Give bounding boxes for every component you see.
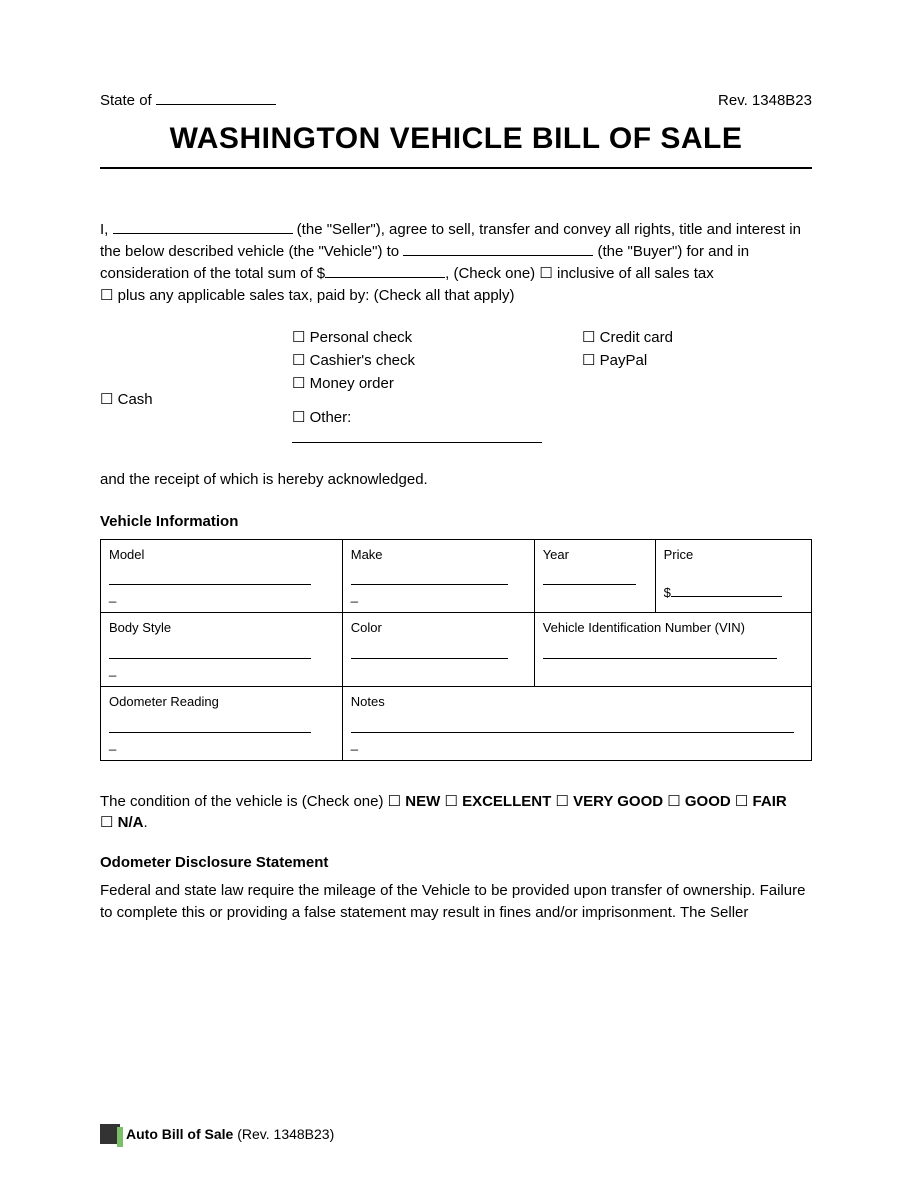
- receipt-line: and the receipt of which is hereby ackno…: [100, 469, 812, 491]
- other-blank[interactable]: [292, 442, 542, 443]
- title-rule: [100, 167, 812, 169]
- pay-cashiers-check: ☐ Cashier's check: [292, 350, 542, 372]
- year-blank[interactable]: [543, 584, 636, 585]
- checkbox-new[interactable]: ☐: [388, 793, 401, 810]
- state-label: State of: [100, 92, 152, 109]
- cond-excellent: EXCELLENT: [462, 793, 551, 810]
- model-dash: _: [109, 587, 334, 606]
- opt-plus-label: plus any applicable sales tax, paid by: …: [118, 287, 515, 304]
- checkbox-excellent[interactable]: ☐: [444, 793, 457, 810]
- checkbox-money-order[interactable]: ☐: [292, 375, 305, 392]
- notes-blank[interactable]: [351, 732, 794, 733]
- color-label: Color: [351, 619, 526, 638]
- cell-body-style[interactable]: Body Style _: [101, 613, 343, 687]
- make-label: Make: [351, 546, 526, 565]
- year-label: Year: [543, 546, 647, 565]
- cond-fair: FAIR: [753, 793, 787, 810]
- intro-text-1: I,: [100, 221, 113, 238]
- sum-blank[interactable]: [325, 277, 445, 278]
- body-style-label: Body Style: [109, 619, 334, 638]
- footer-rev: (Rev. 1348B23): [233, 1126, 334, 1142]
- checkbox-good[interactable]: ☐: [667, 793, 680, 810]
- odometer-label: Odometer Reading: [109, 693, 334, 712]
- checkbox-plus-tax[interactable]: ☐: [100, 287, 113, 304]
- checkbox-paypal[interactable]: ☐: [582, 352, 595, 369]
- make-blank[interactable]: [351, 584, 508, 585]
- cashiers-check-label: Cashier's check: [310, 352, 415, 369]
- pay-paypal: ☐ PayPal: [582, 350, 772, 372]
- odometer-text: Federal and state law require the mileag…: [100, 880, 812, 924]
- body-style-blank[interactable]: [109, 658, 311, 659]
- other-label: Other:: [310, 409, 352, 426]
- payment-options: ☐ Cash ☐ Personal check ☐ Cashier's chec…: [100, 326, 812, 451]
- pay-money-order: ☐ Money order: [292, 373, 542, 395]
- cell-year[interactable]: Year: [534, 539, 655, 613]
- pay-other: ☐ Other:: [292, 407, 542, 451]
- condition-line: The condition of the vehicle is (Check o…: [100, 791, 812, 835]
- pay-personal-check: ☐ Personal check: [292, 327, 542, 349]
- checkbox-credit-card[interactable]: ☐: [582, 329, 595, 346]
- notes-label: Notes: [351, 693, 803, 712]
- cond-new: NEW: [405, 793, 440, 810]
- cond-na: N/A: [118, 814, 144, 831]
- color-blank[interactable]: [351, 658, 508, 659]
- vehicle-info-heading: Vehicle Information: [100, 511, 812, 533]
- odometer-dash: _: [109, 735, 334, 754]
- price-blank[interactable]: [671, 596, 783, 597]
- vehicle-table: Model _ Make _ Year Price $ Body Style _…: [100, 539, 812, 761]
- state-blank[interactable]: [156, 90, 276, 105]
- opt-inclusive-label: inclusive of all sales tax: [557, 265, 714, 282]
- state-of-label: State of: [100, 90, 276, 112]
- price-label: Price: [664, 546, 803, 565]
- credit-card-label: Credit card: [600, 329, 673, 346]
- buyer-blank[interactable]: [403, 255, 593, 256]
- cell-model[interactable]: Model _: [101, 539, 343, 613]
- make-dash: _: [351, 587, 526, 606]
- personal-check-label: Personal check: [310, 329, 413, 346]
- document-title: WASHINGTON VEHICLE BILL OF SALE: [100, 120, 812, 158]
- model-label: Model: [109, 546, 334, 565]
- cond-good: GOOD: [685, 793, 731, 810]
- page-footer: Auto Bill of Sale (Rev. 1348B23): [100, 1124, 334, 1144]
- seller-blank[interactable]: [113, 233, 293, 234]
- checkbox-na[interactable]: ☐: [100, 814, 113, 831]
- odometer-heading: Odometer Disclosure Statement: [100, 852, 812, 874]
- notes-dash: _: [351, 735, 803, 754]
- vin-label: Vehicle Identification Number (VIN): [543, 619, 803, 638]
- checkbox-very-good[interactable]: ☐: [555, 793, 568, 810]
- document-header: State of Rev. 1348B23: [100, 90, 812, 112]
- checkbox-inclusive[interactable]: ☐: [539, 265, 552, 282]
- cond-very-good: VERY GOOD: [573, 793, 663, 810]
- intro-text-4: , (Check one): [445, 265, 539, 282]
- checkbox-fair[interactable]: ☐: [735, 793, 748, 810]
- condition-prefix: The condition of the vehicle is (Check o…: [100, 793, 388, 810]
- cell-vin[interactable]: Vehicle Identification Number (VIN): [534, 613, 811, 687]
- cash-label: Cash: [118, 391, 153, 408]
- cell-make[interactable]: Make _: [342, 539, 534, 613]
- footer-title: Auto Bill of Sale: [126, 1126, 233, 1142]
- checkbox-cash[interactable]: ☐: [100, 391, 113, 408]
- cell-odometer[interactable]: Odometer Reading _: [101, 686, 343, 760]
- cell-price[interactable]: Price $: [655, 539, 811, 613]
- intro-paragraph: I, (the "Seller"), agree to sell, transf…: [100, 219, 812, 306]
- revision-label: Rev. 1348B23: [718, 90, 812, 112]
- paypal-label: PayPal: [600, 352, 648, 369]
- price-prefix: $: [664, 585, 671, 600]
- checkbox-personal-check[interactable]: ☐: [292, 329, 305, 346]
- model-blank[interactable]: [109, 584, 311, 585]
- pay-credit-card: ☐ Credit card: [582, 327, 772, 349]
- money-order-label: Money order: [310, 375, 394, 392]
- checkbox-cashiers-check[interactable]: ☐: [292, 352, 305, 369]
- logo-icon: [100, 1124, 120, 1144]
- checkbox-other[interactable]: ☐: [292, 409, 305, 426]
- cell-notes[interactable]: Notes _: [342, 686, 811, 760]
- pay-cash: ☐ Cash: [100, 389, 252, 411]
- odometer-blank[interactable]: [109, 732, 311, 733]
- cell-color[interactable]: Color: [342, 613, 534, 687]
- body-style-dash: _: [109, 661, 334, 680]
- vin-blank[interactable]: [543, 658, 777, 659]
